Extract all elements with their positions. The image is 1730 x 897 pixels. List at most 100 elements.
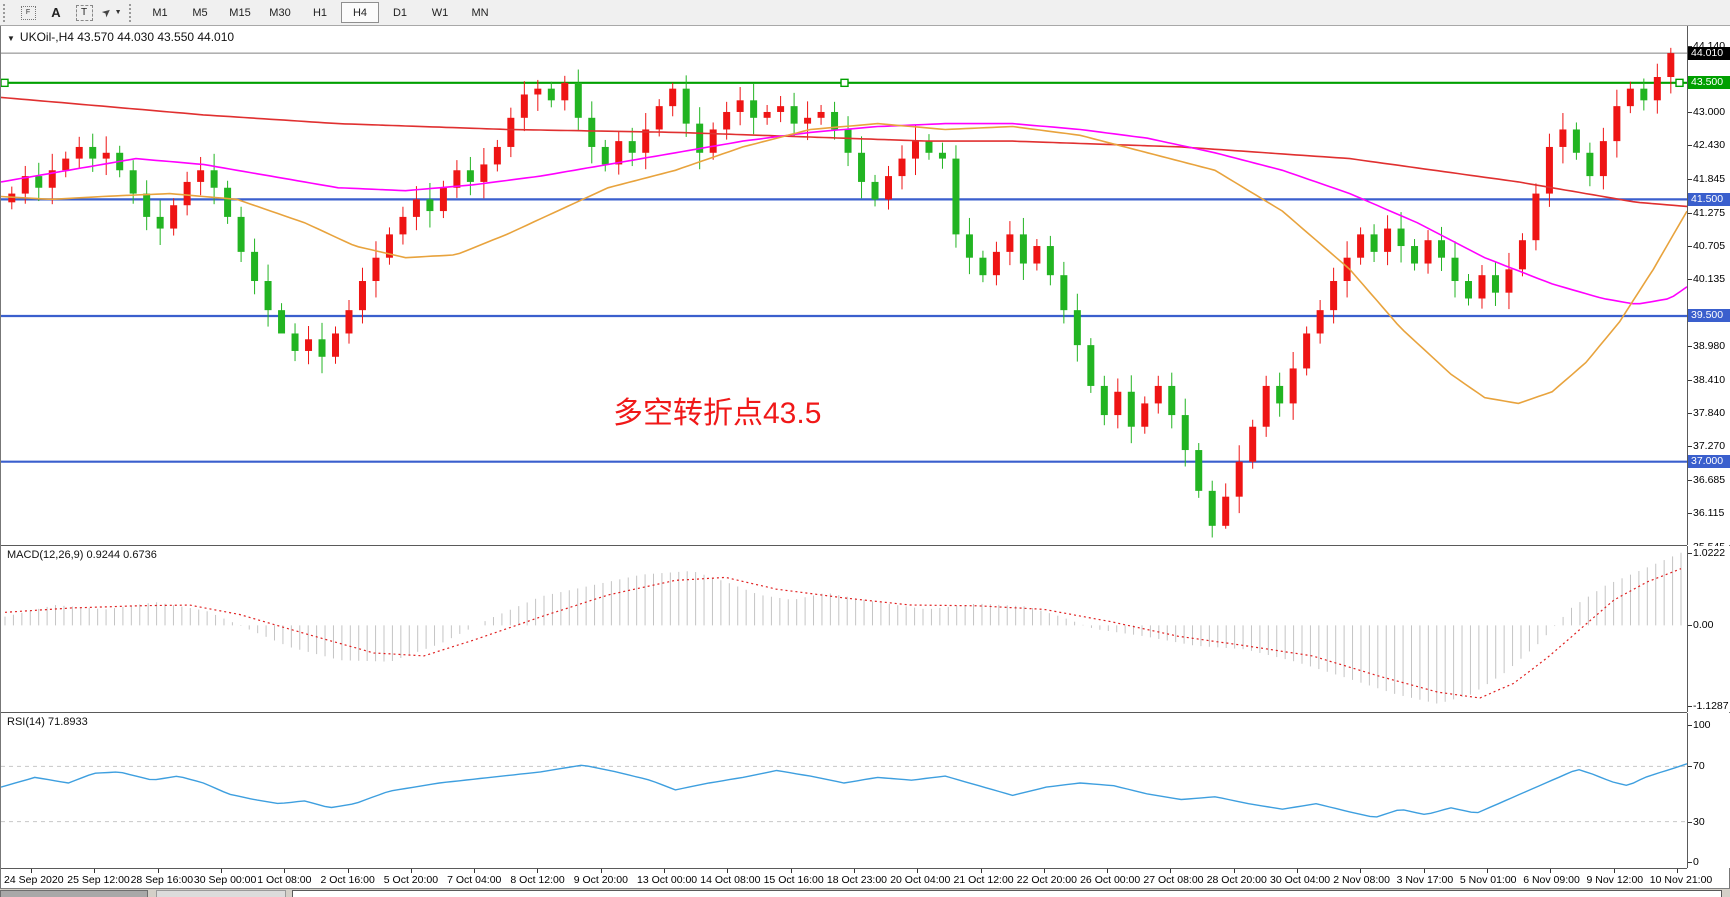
time-axis-label: 5 Oct 20:00: [383, 874, 439, 886]
chart-profile-button[interactable]: F: [15, 1, 41, 24]
timeframe-button-H4[interactable]: H4: [341, 2, 379, 23]
candle-body: [62, 158, 70, 171]
candle-body: [1599, 141, 1607, 177]
time-tick-mark: [1297, 869, 1298, 873]
candle-body: [844, 129, 852, 153]
timeframe-button-D1[interactable]: D1: [392, 6, 408, 19]
candle-body: [763, 111, 771, 118]
axis-tick-label: 30: [1693, 815, 1705, 828]
candle-body: [318, 339, 326, 357]
candle-body: [345, 310, 353, 334]
timeframe-button-H1[interactable]: H1: [312, 6, 328, 19]
candle-body: [264, 281, 272, 311]
toolbar-drag-handle-2[interactable]: [129, 3, 137, 22]
hline-handle[interactable]: [1, 78, 9, 88]
timeframe-button-M30[interactable]: M30: [269, 6, 291, 19]
candle-body: [453, 170, 461, 188]
candle-body: [332, 333, 340, 357]
axis-tick-mark: [1688, 480, 1692, 482]
candle-body: [224, 187, 232, 217]
chart-title: ▼ UKOil-,H4 43.570 44.030 43.550 44.010: [7, 30, 234, 44]
candlestick-chart-surface[interactable]: [1, 26, 1687, 545]
timeframe-button-M5[interactable]: M5: [192, 6, 208, 19]
axis-tick-label: -1.1287: [1693, 700, 1729, 712]
candle-body: [938, 152, 946, 159]
ma-magenta-medium-line: [1, 122, 1687, 305]
axis-tick-mark: [1688, 766, 1692, 768]
candle-body: [197, 170, 205, 182]
time-axis-label: 18 Oct 23:00: [826, 874, 888, 886]
time-axis-label: 21 Oct 12:00: [953, 874, 1014, 886]
time-tick-mark: [853, 869, 855, 873]
candle-body: [1384, 228, 1392, 252]
price-level-badge: 37.000: [1688, 455, 1730, 469]
axis-tick-mark: [1688, 862, 1692, 863]
candle-body: [385, 234, 393, 258]
timeframe-button-M15[interactable]: M15: [229, 6, 251, 19]
candle-body: [736, 100, 744, 112]
time-tick-mark: [1233, 869, 1235, 873]
candle-body: [305, 339, 313, 351]
price-axis[interactable]: 44.140 43.000 42.430 41.845 41.275 40.705 40.1…: [1687, 26, 1730, 553]
candle-body: [952, 158, 960, 235]
candle-body: [750, 100, 758, 118]
candle-body: [1532, 193, 1540, 241]
candle-body: [156, 216, 164, 229]
font-label-button[interactable]: A: [43, 1, 69, 24]
text-tool-button[interactable]: T: [71, 1, 97, 24]
time-axis-label: 26 Oct 00:00: [1080, 874, 1141, 886]
axis-tick-mark: [1688, 553, 1692, 554]
one-click-collapse-icon[interactable]: ▼: [7, 34, 15, 43]
candle-body: [1397, 228, 1405, 247]
candle-body: [615, 141, 623, 165]
arrows-tool-button[interactable]: ➤ ▼: [99, 1, 125, 24]
timeframe-button-MN[interactable]: MN: [471, 6, 489, 19]
chart-text-annotation[interactable]: 多空转折点43.5: [613, 397, 822, 430]
candle-body: [628, 141, 636, 153]
rsi-chart-surface[interactable]: [1, 713, 1687, 868]
axis-tick-mark: [1688, 45, 1692, 47]
candle-body: [1195, 450, 1203, 491]
candle-body: [696, 123, 704, 153]
candle-body: [885, 176, 893, 200]
candle-body: [574, 82, 582, 118]
hline-handle[interactable]: [840, 78, 849, 88]
time-axis-label: 2 Nov 08:00: [1333, 874, 1390, 886]
macd-axis: 1.0222 0.00 -1.1287: [1687, 546, 1730, 712]
axis-tick-mark: [1688, 212, 1692, 214]
rsi-indicator-label: RSI(14) 71.8933: [7, 716, 88, 728]
axis-tick-mark: [1688, 346, 1692, 348]
timeframe-button-W1[interactable]: W1: [431, 6, 449, 19]
timeframe-button-M1[interactable]: M1: [152, 6, 168, 19]
time-axis-label: 24 Sep 2020: [4, 874, 64, 886]
axis-tick-label: 41.275: [1693, 206, 1726, 219]
time-axis-label: 8 Oct 12:00: [510, 874, 565, 886]
toolbar-drag-handle[interactable]: [3, 3, 11, 22]
candle-body: [1357, 234, 1365, 258]
ma-red-slow-line: [1, 96, 1687, 208]
price-level-badge: 39.500: [1688, 309, 1730, 323]
candle-body: [1087, 345, 1095, 386]
candle-body: [979, 257, 987, 276]
candle-body: [1518, 240, 1526, 270]
candle-body: [1154, 385, 1162, 404]
candle-body: [1559, 129, 1567, 147]
candle-body: [1451, 257, 1459, 282]
time-axis-label: 25 Sep 12:00: [67, 874, 130, 886]
time-axis[interactable]: 24 Sep 2020 25 Sep 12:00 28 Sep 16:00 30 Se…: [1, 869, 1729, 889]
macd-chart-surface[interactable]: [1, 546, 1687, 712]
candle-body: [1033, 246, 1041, 264]
macd-panel[interactable]: MACD(12,26,9) 0.9244 0.6736: [1, 546, 1687, 713]
candle-body: [669, 88, 677, 107]
axis-tick-label: 100: [1693, 719, 1711, 731]
candle-body: [183, 181, 191, 206]
hline-handle[interactable]: [1675, 78, 1684, 88]
time-tick-mark: [1107, 869, 1109, 873]
axis-tick-mark: [1688, 245, 1692, 247]
candle-body: [911, 141, 919, 159]
main-chart-panel[interactable]: ▼ UKOil-,H4 43.570 44.030 43.550 44.010 多…: [1, 26, 1687, 546]
candle-body: [992, 251, 1000, 276]
candle-body: [790, 106, 798, 124]
rsi-panel[interactable]: RSI(14) 71.8933: [1, 713, 1687, 869]
